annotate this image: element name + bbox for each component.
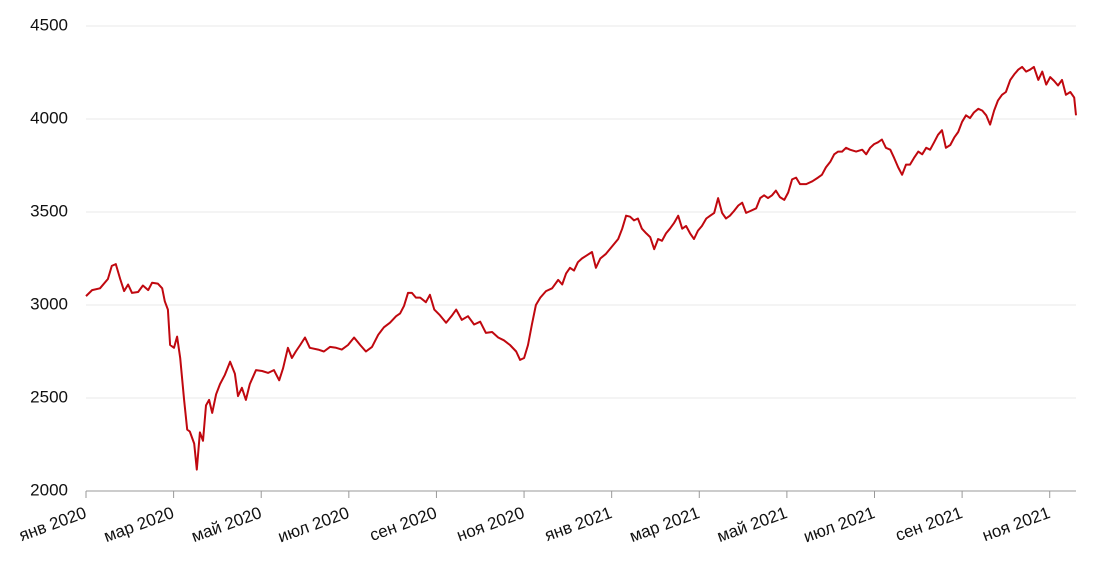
- y-tick-label: 3500: [30, 201, 68, 220]
- x-tick-label: май 2020: [189, 503, 264, 546]
- line: [85, 65, 1077, 471]
- y-tick-label: 3000: [30, 294, 68, 313]
- x-tick-label: ноя 2020: [454, 503, 527, 545]
- y-tick-label: 2500: [30, 387, 68, 406]
- x-tick-label: сен 2020: [367, 503, 439, 545]
- x-tick-label: мар 2021: [627, 503, 702, 546]
- y-tick-label: 4500: [30, 15, 68, 34]
- x-tick-label: ноя 2021: [980, 503, 1053, 545]
- x-tick-label: мар 2020: [101, 503, 176, 546]
- y-tick-label: 4000: [30, 108, 68, 127]
- x-tick-label: июл 2020: [275, 503, 351, 546]
- x-tick-label: май 2021: [715, 503, 790, 546]
- x-tick-label: июл 2021: [801, 503, 877, 546]
- y-tick-label: 2000: [30, 480, 68, 499]
- x-tick-label: янв 2020: [16, 503, 88, 545]
- x-tick-label: сен 2021: [893, 503, 965, 545]
- x-tick-label: янв 2021: [542, 503, 614, 545]
